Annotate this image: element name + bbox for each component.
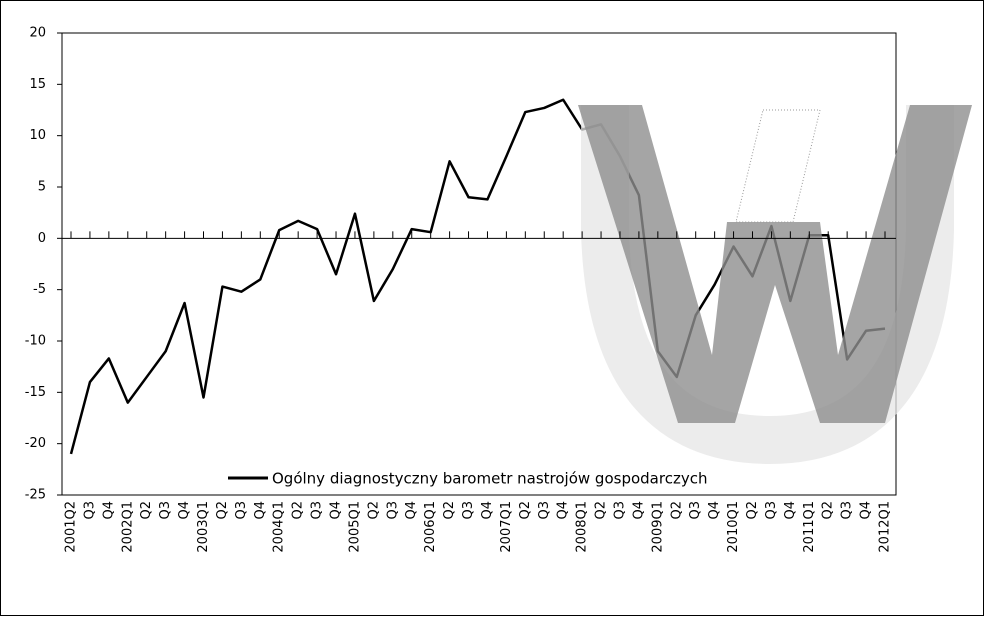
- x-tick-label: 2005Q1: [347, 501, 362, 553]
- x-tick-label: Q2: [215, 501, 230, 520]
- legend-label: Ogólny diagnostyczny barometr nastrojów …: [272, 470, 707, 488]
- x-tick-label: Q4: [631, 501, 646, 520]
- x-tick-label: 2001Q2: [64, 501, 79, 553]
- y-tick-label: -15: [25, 385, 46, 400]
- x-tick-label: 2009Q1: [650, 501, 665, 553]
- x-tick-label: Q3: [158, 501, 173, 520]
- x-tick-label: Q3: [764, 501, 779, 520]
- x-tick-label: Q4: [404, 501, 419, 520]
- x-tick-label: Q3: [612, 501, 627, 520]
- x-tick-label: Q3: [461, 501, 476, 520]
- y-tick-label: -10: [25, 334, 46, 349]
- x-tick-label: Q4: [101, 501, 116, 520]
- x-tick-label: Q2: [669, 501, 684, 520]
- x-tick-label: 2006Q1: [423, 501, 438, 553]
- x-tick-label: Q2: [745, 501, 760, 520]
- x-tick-label: Q4: [253, 501, 268, 520]
- watermark-outline: [735, 109, 821, 223]
- x-tick-label: 2004Q1: [272, 501, 287, 553]
- x-tick-label: Q4: [329, 501, 344, 520]
- x-tick-label: Q2: [366, 501, 381, 520]
- y-tick-label: 20: [29, 26, 46, 41]
- x-tick-label: Q2: [821, 501, 836, 520]
- x-tick-label: Q3: [82, 501, 97, 520]
- x-tick-label: 2007Q1: [499, 501, 514, 553]
- x-tick-label: Q3: [688, 501, 703, 520]
- watermark-w: [578, 105, 972, 423]
- x-tick-label: Q4: [859, 501, 874, 520]
- x-tick-label: Q2: [442, 501, 457, 520]
- y-tick-label: -25: [25, 488, 46, 503]
- x-tick-label: 2012Q1: [878, 501, 893, 553]
- x-tick-label: Q3: [385, 501, 400, 520]
- x-tick-label: 2011Q1: [802, 501, 817, 553]
- x-tick-label: Q4: [556, 501, 571, 520]
- x-tick-label: 2008Q1: [575, 501, 590, 553]
- x-tick-label: Q2: [139, 501, 154, 520]
- x-tick-label: Q3: [840, 501, 855, 520]
- x-tick-label: Q4: [707, 501, 722, 520]
- watermark-u: [581, 105, 954, 465]
- y-tick-label: 5: [38, 180, 46, 195]
- x-tick-label: Q4: [480, 501, 495, 520]
- x-tick-label: Q2: [594, 501, 609, 520]
- y-tick-label: 15: [29, 77, 46, 92]
- y-tick-label: -5: [33, 282, 46, 297]
- x-tick-label: Q3: [234, 501, 249, 520]
- x-tick-label: Q2: [291, 501, 306, 520]
- x-tick-label: Q4: [177, 501, 192, 520]
- y-tick-label: 0: [38, 231, 46, 246]
- watermark: [578, 105, 972, 465]
- y-tick-label: -20: [25, 436, 46, 451]
- x-tick-label: Q4: [783, 501, 798, 520]
- x-tick-label: Q3: [310, 501, 325, 520]
- y-tick-label: 10: [29, 128, 46, 143]
- x-tick-label: 2003Q1: [196, 501, 211, 553]
- x-tick-label: 2010Q1: [726, 501, 741, 553]
- x-tick-label: 2002Q1: [120, 501, 135, 553]
- x-tick-label: Q2: [518, 501, 533, 520]
- x-tick-label: Q3: [537, 501, 552, 520]
